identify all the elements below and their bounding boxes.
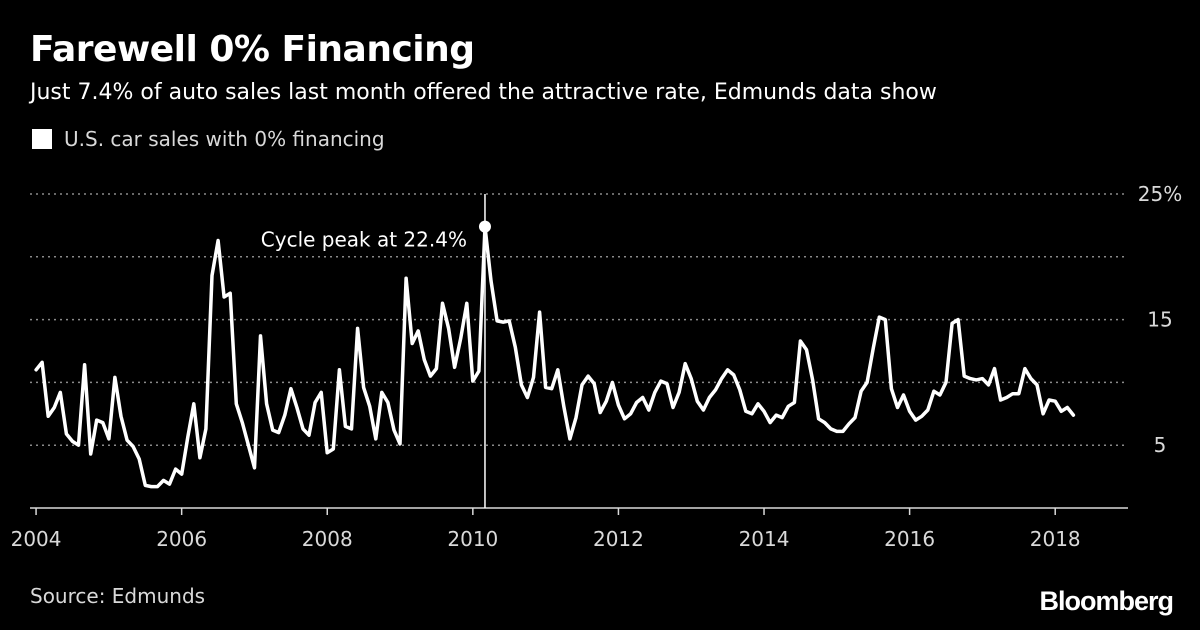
source-note: Source: Edmunds [30,584,206,608]
y-tick-label: 25% [1138,182,1182,206]
x-tick-label: 2010 [447,527,498,551]
y-tick-label: 15 [1147,308,1172,332]
x-tick-label: 2012 [593,527,644,551]
annotation-layer: Cycle peak at 22.4% [261,194,491,508]
x-tick-label: 2018 [1030,527,1081,551]
chart-title: Farewell 0% Financing [30,29,475,70]
series-layer [34,224,1076,489]
bloomberg-logo: Bloomberg [1039,586,1174,616]
legend-label: U.S. car sales with 0% financing [64,127,385,151]
x-tick-label: 2006 [156,527,207,551]
annotation-label: Cycle peak at 22.4% [261,228,467,252]
x-tick-label: 2016 [884,527,935,551]
y-tick-label: 5 [1154,433,1167,457]
x-tick-label: 2008 [302,527,353,551]
legend: U.S. car sales with 0% financing [32,127,385,151]
legend-swatch [32,129,52,149]
x-tick-label: 2004 [11,527,62,551]
annotation-point [478,220,491,233]
series-line-0pct-financing [34,224,1076,489]
chart-subtitle: Just 7.4% of auto sales last month offer… [30,80,937,105]
x-tick-label: 2014 [739,527,790,551]
axes: 5 15 25% 2004 2006 2008 2010 2012 2014 2016 2018 [11,182,1183,551]
